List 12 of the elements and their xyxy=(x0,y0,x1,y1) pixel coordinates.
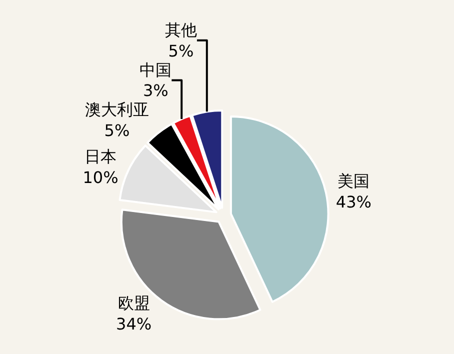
data-label: 43% xyxy=(336,192,372,212)
slice-label: 澳大利亚 xyxy=(84,100,149,120)
slice-label: 日本 xyxy=(84,147,117,166)
slice-label: 其他 xyxy=(164,20,197,40)
slice-label: 欧盟 xyxy=(118,294,150,313)
slice-label: 中国 xyxy=(140,60,172,80)
data-label: 5% xyxy=(104,120,130,140)
data-label: 5% xyxy=(168,41,194,60)
data-label: 3% xyxy=(142,81,168,100)
data-label: 34% xyxy=(116,314,152,334)
slice-label: 美国 xyxy=(338,172,370,191)
data-label: 10% xyxy=(82,168,118,188)
